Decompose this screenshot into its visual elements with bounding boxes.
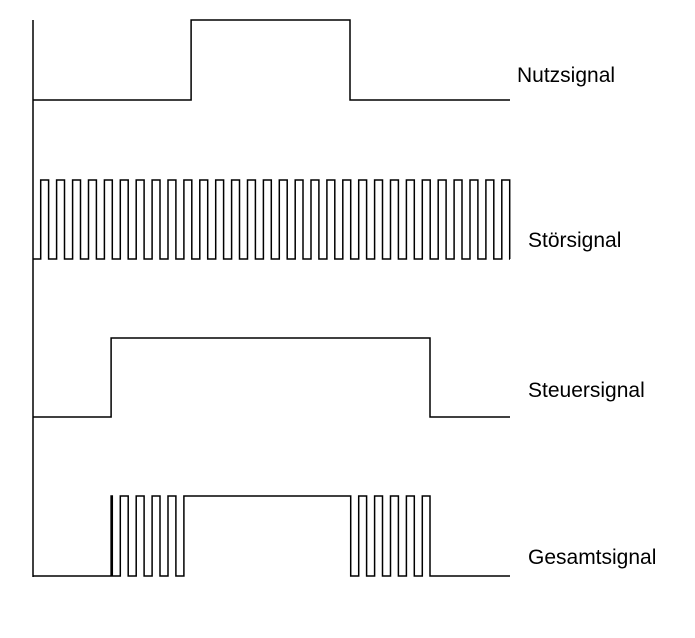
nutzsignal-waveform	[33, 19, 510, 101]
stoersignal-waveform	[33, 179, 511, 260]
gesamtsignal-waveform	[33, 495, 510, 577]
label-nutzsignal: Nutzsignal	[517, 64, 616, 87]
label-gesamtsignal: Gesamtsignal	[528, 546, 657, 569]
label-steuersignal: Steuersignal	[528, 379, 645, 402]
steuersignal-waveform	[33, 337, 510, 418]
label-stoersignal: Störsignal	[528, 229, 622, 252]
